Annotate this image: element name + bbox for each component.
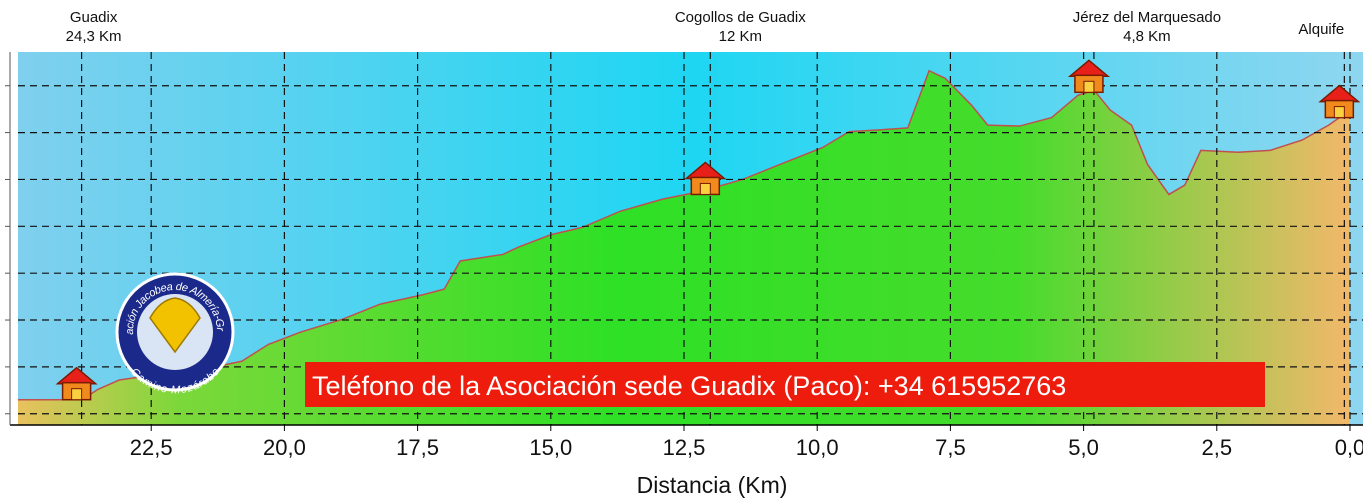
place-name: Cogollos de Guadix (675, 9, 806, 26)
x-tick-label: 15,0 (529, 435, 572, 460)
place-distance: 12 Km (719, 28, 762, 45)
place-name: Guadix (70, 9, 118, 26)
house-door (1333, 106, 1345, 119)
x-tick-label: 7,5 (935, 435, 966, 460)
x-tick-label: 5,0 (1068, 435, 1099, 460)
x-tick-label: 20,0 (263, 435, 306, 460)
place-name: Jérez del Marquesado (1073, 9, 1221, 26)
banner (305, 362, 1265, 407)
house-door (71, 388, 83, 401)
x-tick-label: 22,5 (130, 435, 173, 460)
x-tick-label: 0,0 (1335, 435, 1363, 460)
place-distance: 24,3 Km (66, 28, 122, 45)
place-distance: 4,8 Km (1123, 28, 1171, 45)
place-name: Alquife (1298, 21, 1344, 38)
logo-shell (149, 297, 201, 354)
house-door (1083, 80, 1095, 93)
x-axis-label: Distancia (Km) (637, 472, 788, 498)
x-tick-label: 17,5 (396, 435, 439, 460)
place-marker (55, 366, 98, 401)
place-marker (1067, 59, 1110, 94)
x-tick-label: 2,5 (1202, 435, 1233, 460)
house-door (699, 182, 711, 195)
x-tick-label: 10,0 (796, 435, 839, 460)
elevation-line (18, 69, 1351, 401)
banner-text: Teléfono de la Asociación sede Guadix (P… (312, 371, 1066, 401)
x-tick-label: 12,5 (663, 435, 706, 460)
place-marker (1318, 84, 1361, 119)
place-marker (684, 161, 727, 196)
